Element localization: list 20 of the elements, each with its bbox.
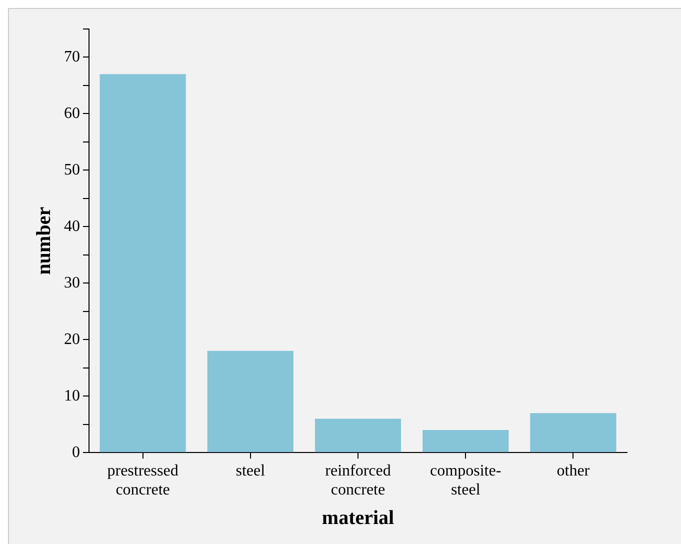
- y-tick-label: 0: [72, 444, 80, 461]
- x-tick-label: reinforced concrete: [325, 462, 391, 499]
- bar: [314, 418, 402, 452]
- x-tick-label: prestressed concrete: [107, 462, 178, 499]
- y-tick-label: 20: [64, 330, 80, 348]
- y-axis-title: number: [33, 206, 56, 275]
- y-tick-label: 50: [64, 161, 80, 178]
- y-tick-label: 70: [64, 48, 80, 66]
- y-tick-label: 60: [64, 104, 80, 122]
- bar: [207, 350, 294, 452]
- x-tick-label: composite-steel: [430, 462, 502, 499]
- y-tick-label: 40: [64, 218, 80, 235]
- x-tick-label: other: [556, 462, 590, 480]
- x-tick-label: steel: [236, 462, 266, 480]
- bar: [422, 430, 509, 452]
- y-tick-label: 30: [64, 274, 80, 292]
- x-axis-title: material: [322, 507, 395, 530]
- y-tick-label: 10: [64, 387, 80, 404]
- bar: [530, 413, 616, 452]
- bar: [100, 74, 186, 452]
